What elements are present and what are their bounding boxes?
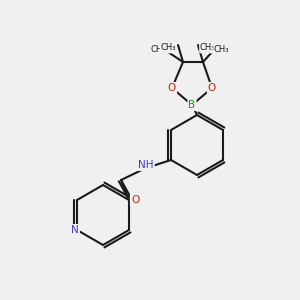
Text: O: O [208,83,216,93]
Text: CH₃: CH₃ [160,44,176,52]
Text: B: B [188,100,196,110]
Text: NH: NH [138,160,154,170]
Text: O: O [131,195,139,205]
Text: CH₃: CH₃ [214,44,230,53]
Text: CH₃: CH₃ [200,44,215,52]
Text: CH₃: CH₃ [151,44,166,53]
Text: O: O [168,83,176,93]
Text: N: N [71,225,79,235]
